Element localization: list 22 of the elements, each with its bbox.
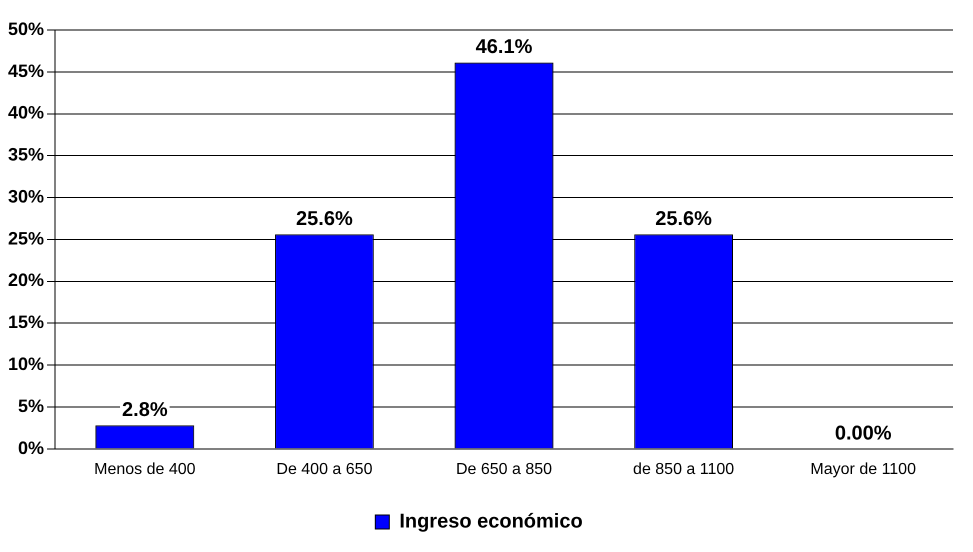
y-tick-label: 10% (8, 354, 44, 374)
x-tick-label: De 400 a 650 (276, 460, 373, 478)
y-tick-label: 45% (8, 60, 44, 81)
x-tick-label: de 850 a 1100 (633, 460, 734, 478)
data-label: 25.6% (296, 208, 353, 230)
data-label: 25.6% (655, 208, 712, 230)
y-tick-label: 35% (8, 144, 44, 165)
y-tick-label: 15% (8, 312, 44, 332)
y-tick-label: 0% (18, 438, 44, 458)
y-tick-label: 50% (8, 18, 44, 39)
x-tick-label: Mayor de 1100 (810, 460, 916, 478)
y-tick-label: 5% (18, 396, 44, 416)
y-tick-label: 25% (8, 228, 44, 248)
data-label: 46.1% (476, 36, 533, 58)
data-label: 0.00% (834, 422, 892, 444)
y-tick-label: 20% (8, 270, 44, 290)
y-tick-label: 40% (8, 102, 44, 123)
y-tick-label: 30% (8, 186, 44, 206)
legend-label: Ingreso económico (399, 510, 583, 533)
x-tick-label: Menos de 400 (94, 460, 196, 478)
x-tick-label: De 650 a 850 (456, 460, 552, 478)
data-label: 2.8% (122, 398, 168, 421)
